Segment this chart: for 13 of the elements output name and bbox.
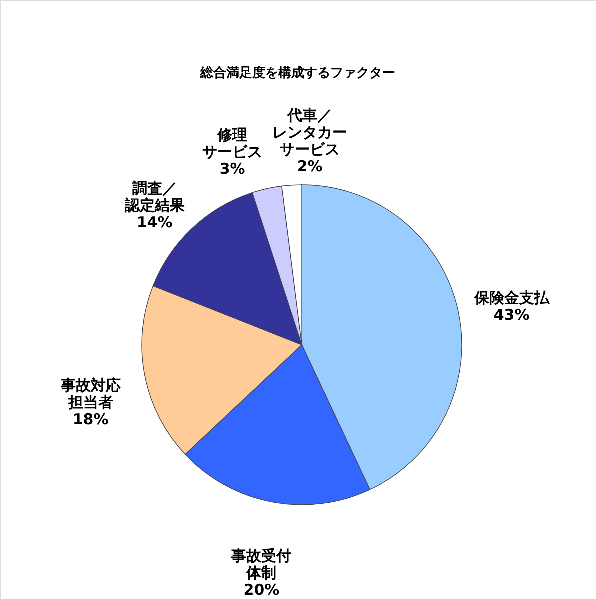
data-label: 3% xyxy=(220,160,246,178)
data-label: 18% xyxy=(72,410,109,428)
slice-label: 事故受付体制 xyxy=(230,547,292,582)
chart-title: 総合満足度を構成するファクター xyxy=(200,65,396,81)
slice-label: 修理サービス xyxy=(202,126,263,162)
slice-label: 調査／認定結果 xyxy=(124,179,186,214)
data-label: 20% xyxy=(244,581,280,599)
slice-label: 保険金支払 xyxy=(473,289,550,308)
data-label: 43% xyxy=(494,306,530,324)
slice-label: 代車／レンタカーサービス xyxy=(272,106,348,158)
slice-label: 事故対応担当者 xyxy=(60,376,121,412)
data-label: 2% xyxy=(297,157,323,176)
data-label: 14% xyxy=(136,213,173,232)
